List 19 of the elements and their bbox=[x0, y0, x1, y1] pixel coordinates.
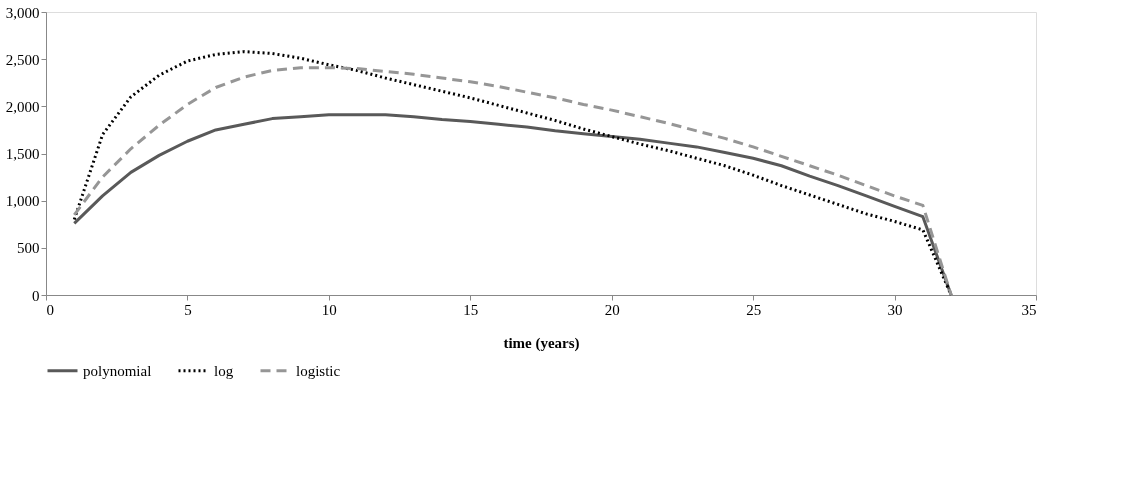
x-tick-label: 25 bbox=[746, 301, 762, 318]
x-tick-label: 30 bbox=[887, 301, 903, 318]
y-tick-label: 2,000 bbox=[5, 98, 40, 115]
x-tick-label: 15 bbox=[463, 301, 479, 318]
y-tick-label: 1,000 bbox=[5, 193, 40, 210]
legend-label: polynomial bbox=[83, 362, 152, 379]
x-tick-label: 0 bbox=[46, 301, 54, 318]
y-tick-label: 0 bbox=[32, 287, 40, 304]
x-tick-label: 5 bbox=[184, 301, 192, 318]
legend-label: logistic bbox=[296, 362, 341, 379]
y-tick-label: 500 bbox=[17, 240, 40, 257]
x-axis-title: time (years) bbox=[503, 334, 580, 352]
y-tick-label: 2,500 bbox=[5, 51, 40, 68]
y-tick-label: 3,000 bbox=[5, 4, 40, 21]
x-tick-label: 20 bbox=[604, 301, 620, 318]
legend-label: log bbox=[214, 362, 234, 379]
x-tick-label: 10 bbox=[321, 301, 337, 318]
y-tick-label: 1,500 bbox=[5, 146, 40, 162]
x-tick-label: 35 bbox=[1021, 301, 1037, 318]
